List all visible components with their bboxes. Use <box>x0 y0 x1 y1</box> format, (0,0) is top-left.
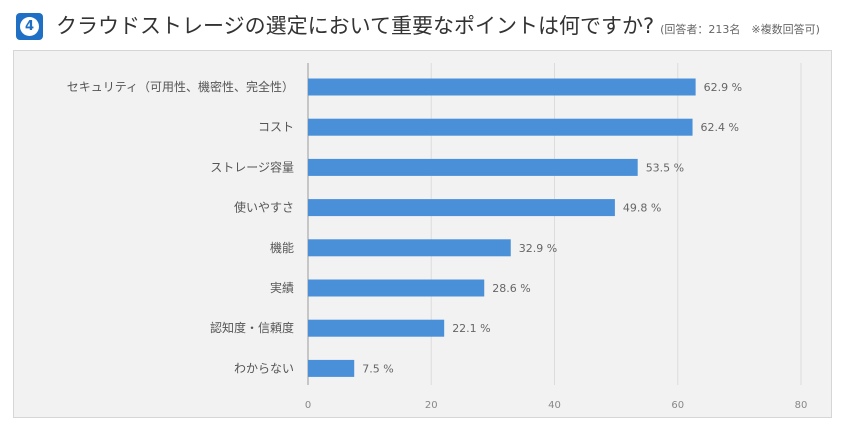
value-label: 28.6 % <box>492 282 530 295</box>
chart-title-text: クラウドストレージの選定において重要なポイントは何ですか? <box>56 14 655 38</box>
value-label: 22.1 % <box>452 322 490 335</box>
category-label: 実績 <box>270 280 294 295</box>
category-label: わからない <box>234 361 294 375</box>
category-label: 機能 <box>270 240 294 255</box>
bar-chart: セキュリティ（可用性、機密性、完全性） 62.9 % コスト 62.4 % ストレージ容… <box>67 63 808 411</box>
bar <box>308 359 355 377</box>
value-label: 32.9 % <box>519 242 557 255</box>
chart-panel: セキュリティ（可用性、機密性、完全性） 62.9 % コスト 62.4 % ストレージ容… <box>13 50 832 418</box>
x-tick-label: 80 <box>795 400 808 411</box>
chart-header: 4 クラウドストレージの選定において重要なポイントは何ですか? (回答者：213名… <box>0 0 849 48</box>
respondents-note: (回答者：213名 ※複数回答可) <box>660 23 820 36</box>
category-label: ストレージ容量 <box>210 159 294 174</box>
bar <box>308 78 696 96</box>
bar <box>308 319 445 337</box>
x-tick-label: 40 <box>548 400 561 411</box>
bar <box>308 118 693 136</box>
bar <box>308 279 485 297</box>
category-label: 認知度・信頼度 <box>210 320 294 335</box>
x-tick-label: 20 <box>425 400 438 411</box>
question-number: 4 <box>20 17 39 36</box>
category-label: 使いやすさ <box>234 200 294 215</box>
chart-title: クラウドストレージの選定において重要なポイントは何ですか? (回答者：213名 ※… <box>56 12 820 44</box>
value-label: 62.9 % <box>704 81 742 94</box>
value-label: 62.4 % <box>701 121 739 134</box>
x-tick-label: 0 <box>305 400 311 411</box>
bar <box>308 199 615 217</box>
value-label: 7.5 % <box>362 362 393 375</box>
question-number-badge: 4 <box>16 13 43 40</box>
bar <box>308 158 638 176</box>
value-label: 53.5 % <box>646 161 684 174</box>
bar <box>308 239 511 257</box>
value-label: 49.8 % <box>623 202 661 215</box>
category-label: コスト <box>258 120 294 134</box>
category-label: セキュリティ（可用性、機密性、完全性） <box>67 79 294 94</box>
x-tick-label: 60 <box>671 400 684 411</box>
